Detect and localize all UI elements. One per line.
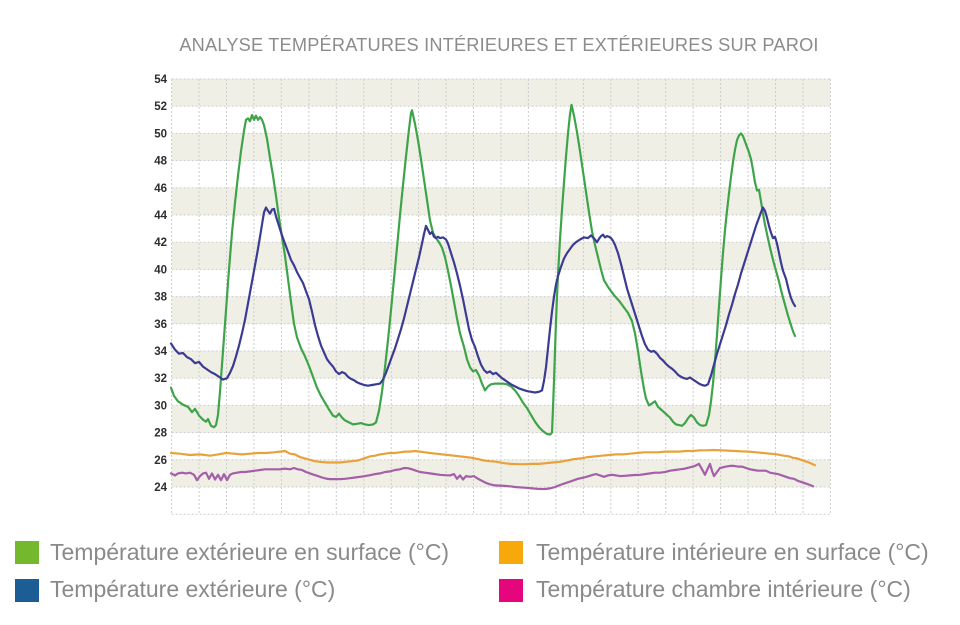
svg-text:30: 30 [154,400,167,412]
svg-text:40: 40 [154,264,167,276]
svg-text:24: 24 [154,482,167,494]
svg-text:32: 32 [154,373,167,385]
svg-text:52: 52 [154,101,167,113]
svg-text:38: 38 [154,292,167,304]
svg-text:42: 42 [154,237,167,249]
svg-text:48: 48 [154,156,167,168]
svg-text:26: 26 [154,455,167,467]
svg-text:36: 36 [154,319,167,331]
svg-text:50: 50 [154,128,167,140]
svg-text:44: 44 [154,210,167,222]
svg-text:54: 54 [154,74,167,86]
svg-text:28: 28 [154,428,167,440]
svg-text:34: 34 [154,346,167,358]
svg-text:46: 46 [154,183,167,195]
